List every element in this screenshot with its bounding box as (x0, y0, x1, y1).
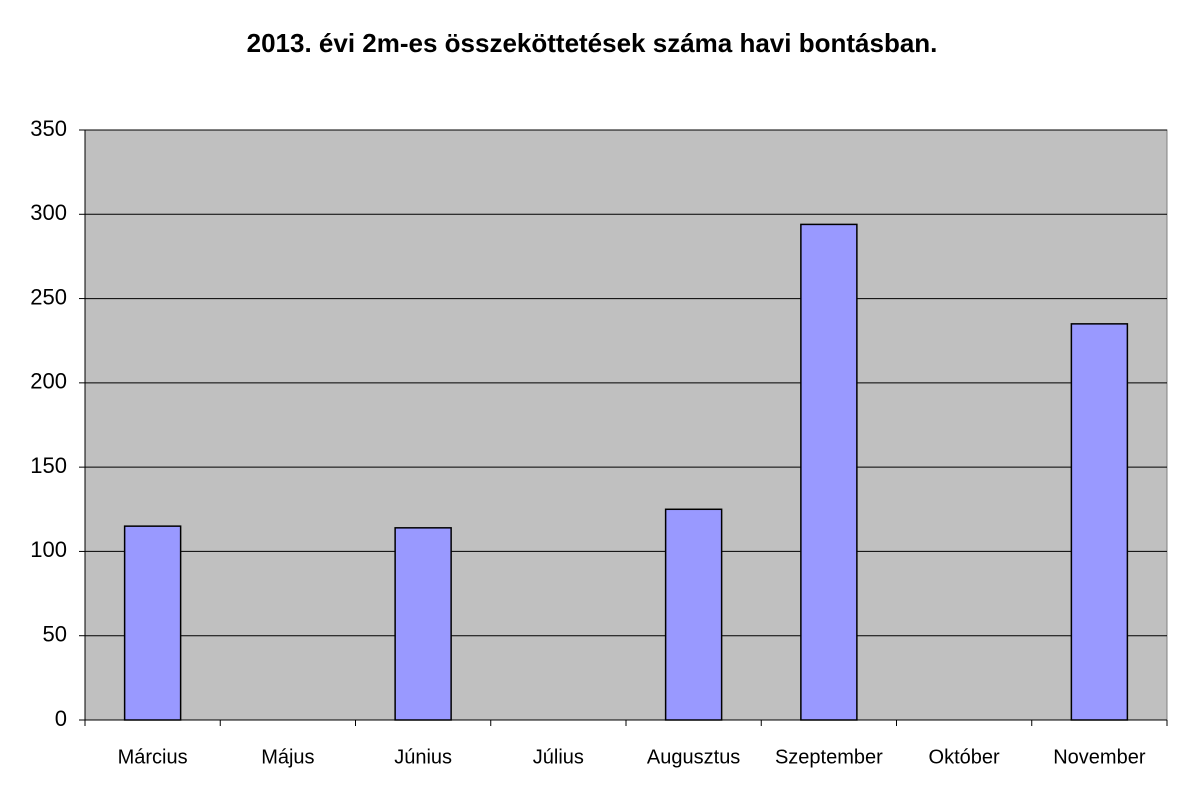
bar (664, 508, 723, 721)
y-tick-label: 50 (43, 622, 67, 647)
x-tick-label: Június (394, 746, 452, 768)
y-tick-label: 300 (30, 200, 67, 225)
x-tick-label: Július (533, 746, 584, 768)
bar (800, 223, 858, 721)
x-tick-label: Május (261, 746, 314, 768)
y-tick-label: 350 (30, 116, 67, 141)
y-tick-label: 100 (30, 537, 67, 562)
y-tick-label: 150 (30, 453, 67, 478)
y-tick-label: 250 (30, 284, 67, 309)
y-tick-label: 0 (55, 706, 67, 731)
x-tick-label: Október (929, 746, 1000, 768)
bar (394, 527, 452, 721)
x-tick-label: Szeptember (775, 746, 883, 768)
x-tick-label: November (1053, 746, 1146, 768)
chart-title: 2013. évi 2m-es összeköttetések száma ha… (247, 28, 938, 58)
bar (123, 525, 182, 721)
x-tick-label: Augusztus (647, 746, 740, 768)
plot-area (84, 129, 1168, 721)
y-tick-label: 200 (30, 369, 67, 394)
bar (1070, 323, 1129, 721)
x-tick-label: Március (118, 746, 188, 768)
